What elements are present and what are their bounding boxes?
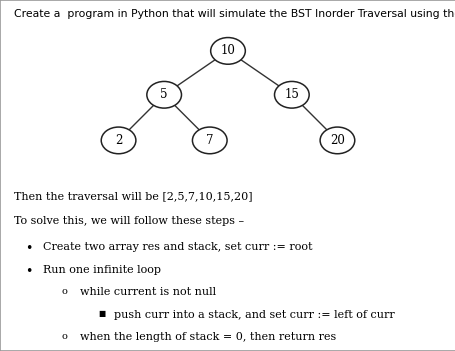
Text: To solve this, we will follow these steps –: To solve this, we will follow these step… [14, 216, 243, 226]
Circle shape [274, 81, 308, 108]
Text: 2: 2 [115, 134, 122, 147]
Circle shape [101, 127, 136, 154]
Text: o: o [61, 332, 67, 341]
Text: 7: 7 [206, 134, 213, 147]
Text: Then the traversal will be [2,5,7,10,15,20]: Then the traversal will be [2,5,7,10,15,… [14, 191, 252, 201]
Circle shape [192, 127, 227, 154]
Text: •: • [25, 265, 32, 278]
Text: when the length of stack = 0, then return res: when the length of stack = 0, then retur… [80, 332, 335, 342]
Text: ■: ■ [98, 310, 105, 318]
Text: Create a  program in Python that will simulate the BST Inorder Traversal using t: Create a program in Python that will sim… [14, 9, 455, 19]
Text: o: o [61, 287, 67, 296]
Circle shape [210, 38, 245, 64]
Text: 5: 5 [160, 88, 167, 101]
Circle shape [319, 127, 354, 154]
Text: Create two array res and stack, set curr := root: Create two array res and stack, set curr… [43, 242, 312, 252]
Text: 15: 15 [284, 88, 298, 101]
Text: •: • [25, 242, 32, 255]
Text: while current is not null: while current is not null [80, 287, 216, 297]
Text: Run one infinite loop: Run one infinite loop [43, 265, 161, 274]
Text: push curr into a stack, and set curr := left of curr: push curr into a stack, and set curr := … [114, 310, 394, 319]
Text: 20: 20 [329, 134, 344, 147]
Text: 10: 10 [220, 44, 235, 58]
Circle shape [147, 81, 181, 108]
